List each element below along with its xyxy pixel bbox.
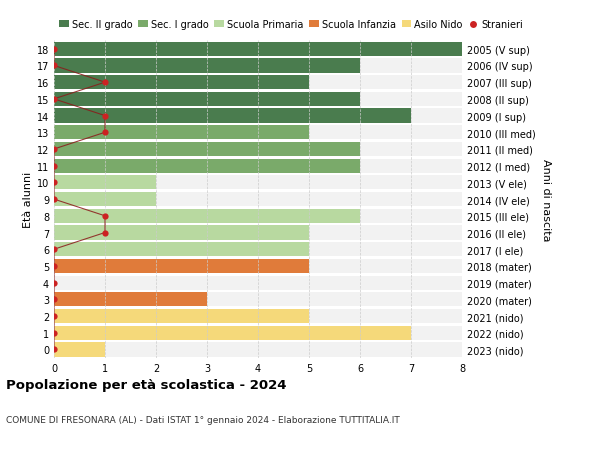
Bar [54,76,309,90]
Bar [54,43,462,57]
Bar [54,326,411,340]
Bar [54,193,156,207]
Bar [54,243,309,257]
Bar [54,276,462,290]
Text: COMUNE DI FRESONARA (AL) - Dati ISTAT 1° gennaio 2024 - Elaborazione TUTTITALIA.: COMUNE DI FRESONARA (AL) - Dati ISTAT 1°… [6,415,400,425]
Bar [54,59,360,73]
Bar [54,292,462,307]
Bar [54,259,309,274]
Bar [54,109,462,123]
Bar [54,93,462,107]
Bar [54,59,462,73]
Bar [54,309,462,324]
Bar [54,93,360,107]
Bar [54,176,462,190]
Bar [54,159,360,174]
Bar [54,76,462,90]
Bar [54,309,309,324]
Bar [54,342,105,357]
Bar [54,226,309,240]
Bar [54,176,156,190]
Text: Popolazione per età scolastica - 2024: Popolazione per età scolastica - 2024 [6,379,287,392]
Bar [54,143,360,157]
Bar [54,193,462,207]
Bar [54,342,462,357]
Legend: Sec. II grado, Sec. I grado, Scuola Primaria, Scuola Infanzia, Asilo Nido, Stran: Sec. II grado, Sec. I grado, Scuola Prim… [59,20,523,30]
Bar [54,226,462,240]
Y-axis label: Anni di nascita: Anni di nascita [541,158,551,241]
Bar [54,126,309,140]
Bar [54,209,462,224]
Bar [54,209,360,224]
Bar [54,243,462,257]
Bar [54,143,462,157]
Bar [54,126,462,140]
Y-axis label: Età alunni: Età alunni [23,172,32,228]
Bar [54,159,462,174]
Bar [54,259,462,274]
Bar [54,43,462,57]
Bar [54,326,462,340]
Bar [54,109,411,123]
Bar [54,292,207,307]
